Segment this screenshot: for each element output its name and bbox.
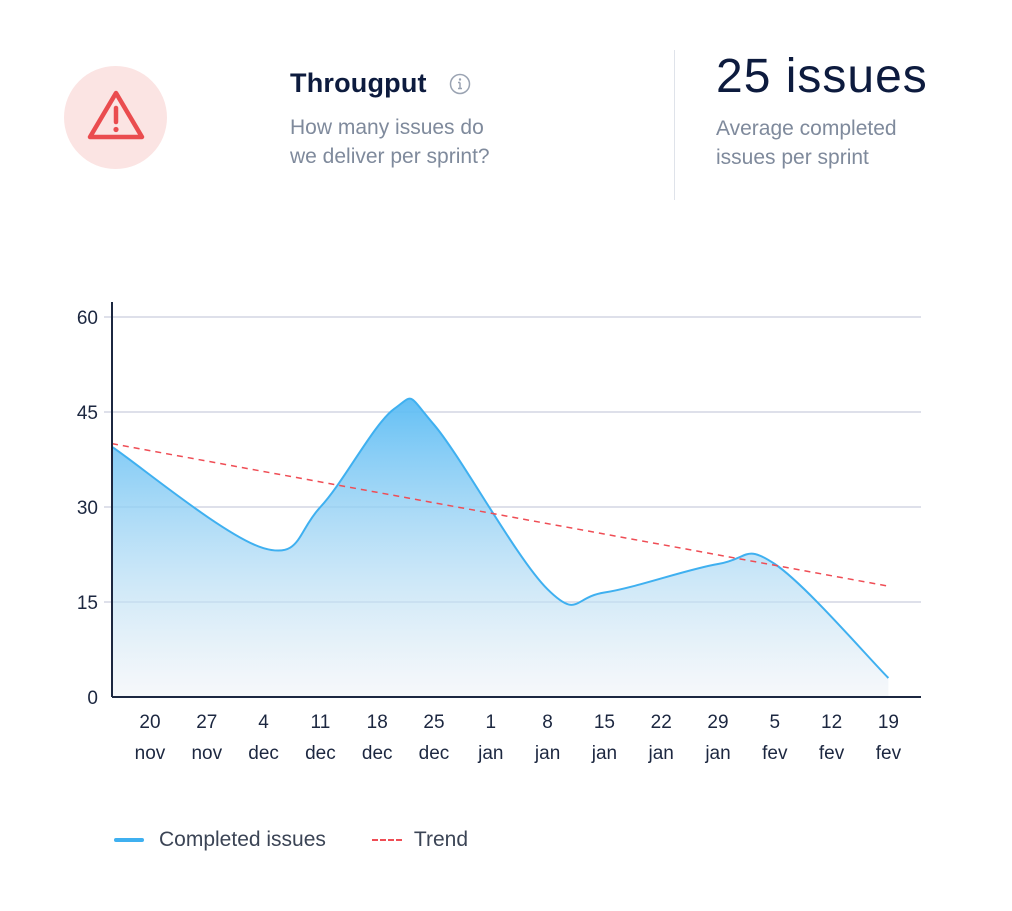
x-tick-label-4: 18	[367, 712, 388, 733]
x-tick-label-8: 15	[594, 712, 615, 733]
y-tick-label-60: 60	[77, 308, 98, 329]
y-tick-label-0: 0	[87, 688, 98, 709]
metric-title: Througput	[290, 68, 427, 98]
kpi-value: 25 issues	[716, 50, 928, 103]
x-tick-sublabel-5: dec	[419, 743, 450, 764]
x-tick-label-7: 8	[542, 712, 553, 733]
x-tick-sublabel-4: dec	[362, 743, 393, 764]
throughput-chart: 0 15 30 45 60 20 nov 27 nov 4 dec 11 dec 18 dec 25 dec 1 j…	[77, 302, 921, 764]
x-tick-label-0: 20	[139, 712, 160, 733]
series-completed-area	[112, 398, 889, 697]
x-tick-sublabel-12: fev	[819, 743, 845, 764]
x-tick-sublabel-0: nov	[135, 743, 166, 764]
warning-triangle-icon	[86, 89, 146, 146]
info-icon[interactable]	[449, 73, 471, 95]
x-tick-label-13: 19	[878, 712, 899, 733]
x-tick-sublabel-2: dec	[248, 743, 279, 764]
y-tick-label-45: 45	[77, 403, 98, 424]
legend-swatch-completed	[114, 838, 144, 842]
x-tick-label-3: 11	[311, 712, 331, 733]
x-tick-sublabel-7: jan	[534, 743, 560, 764]
warning-badge	[64, 66, 167, 169]
x-tick-label-2: 4	[258, 712, 269, 733]
x-tick-label-5: 25	[423, 712, 444, 733]
x-tick-label-1: 27	[196, 712, 217, 733]
legend-item-completed[interactable]: Completed issues	[114, 828, 326, 852]
y-tick-label-30: 30	[77, 498, 98, 519]
x-tick-sublabel-1: nov	[191, 743, 222, 764]
x-tick-sublabel-9: jan	[648, 743, 674, 764]
legend-swatch-trend	[371, 839, 402, 841]
x-tick-sublabel-6: jan	[477, 743, 503, 764]
x-tick-label-11: 5	[770, 712, 781, 733]
x-tick-label-12: 12	[821, 712, 842, 733]
x-tick-sublabel-13: fev	[876, 743, 902, 764]
legend-label-trend: Trend	[413, 828, 469, 851]
legend-item-trend[interactable]: Trend	[371, 828, 469, 852]
x-tick-label-9: 22	[651, 712, 672, 733]
x-tick-sublabel-11: fev	[762, 743, 788, 764]
x-tick-sublabel-3: dec	[305, 743, 336, 764]
kpi-block: 25 issues Average completed issues per s…	[716, 48, 1006, 172]
x-tick-label-6: 1	[486, 712, 497, 733]
x-tick-sublabel-10: jan	[704, 743, 730, 764]
series-completed-line	[111, 397, 890, 679]
y-tick-label-15: 15	[77, 593, 98, 614]
x-tick-label-10: 29	[707, 712, 728, 733]
metric-description: How many issues do we deliver per sprint…	[290, 116, 490, 168]
metric-header: Througput How many issues do we deliver …	[290, 68, 550, 171]
x-tick-sublabel-8: jan	[591, 743, 617, 764]
legend-label-completed: Completed issues	[159, 828, 326, 851]
divider	[674, 50, 675, 200]
chart-legend: Completed issues Trend	[114, 828, 514, 852]
kpi-description: Average completed issues per sprint	[716, 117, 897, 169]
